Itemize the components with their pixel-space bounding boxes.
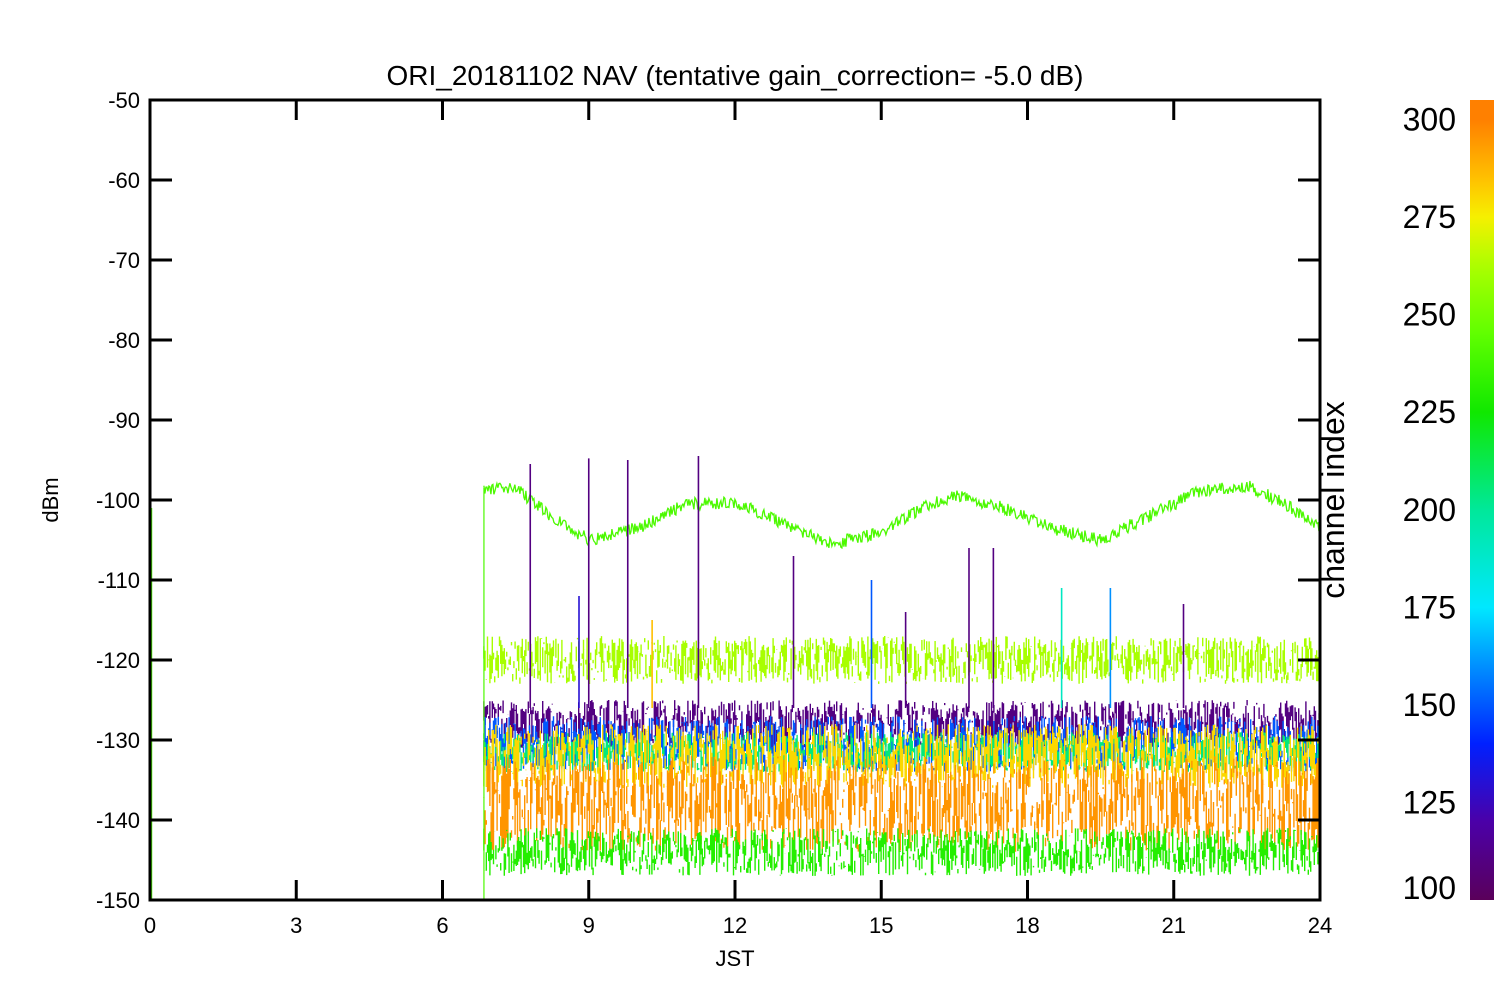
y-tick-label: -90 bbox=[108, 408, 140, 433]
y-tick-label: -100 bbox=[96, 488, 140, 513]
colorbar-tick-label: 200 bbox=[1403, 492, 1456, 528]
y-tick-label: -50 bbox=[108, 88, 140, 113]
x-tick-label: 15 bbox=[869, 913, 893, 938]
x-axis-label: JST bbox=[715, 946, 754, 971]
series-channel-240 bbox=[483, 480, 1321, 550]
axis-ticks: 0 3 6 9 12 15 18 21 24 -50 -60 -70 -80 -90 -100 -110 -12… bbox=[96, 88, 1332, 938]
y-tick-label: -110 bbox=[98, 568, 140, 593]
plot-area: 0 3 6 9 12 15 18 21 24 -50 -60 -70 -80 -90 -100 -110 -12… bbox=[96, 88, 1332, 938]
x-tick-label: 0 bbox=[144, 913, 156, 938]
colorbar-label: channel index bbox=[1315, 401, 1351, 598]
x-tick-label: 9 bbox=[583, 913, 595, 938]
x-tick-label: 3 bbox=[290, 913, 302, 938]
x-tick-label: 6 bbox=[436, 913, 448, 938]
colorbar: 300 275 250 225 200 175 150 125 100 channel inde… bbox=[1315, 100, 1494, 906]
data-layer bbox=[150, 456, 1321, 900]
colorbar-tick-label: 275 bbox=[1403, 199, 1456, 235]
colorbar-tick-label: 250 bbox=[1403, 297, 1456, 333]
y-tick-label: -140 bbox=[96, 808, 140, 833]
colorbar-gradient bbox=[1470, 100, 1494, 900]
x-tick-label: 21 bbox=[1162, 913, 1186, 938]
colorbar-ticks: 300 275 250 225 200 175 150 125 100 bbox=[1403, 102, 1456, 906]
y-tick-label: -60 bbox=[108, 168, 140, 193]
y-tick-label: -120 bbox=[96, 648, 140, 673]
y-tick-label: -130 bbox=[96, 728, 140, 753]
colorbar-tick-label: 100 bbox=[1403, 870, 1456, 906]
y-tick-label: -80 bbox=[108, 328, 140, 353]
chart-title: ORI_20181102 NAV (tentative gain_correct… bbox=[386, 60, 1083, 91]
series-channel-262 bbox=[483, 636, 1320, 684]
x-tick-label: 18 bbox=[1015, 913, 1039, 938]
colorbar-tick-label: 125 bbox=[1403, 784, 1456, 820]
colorbar-tick-label: 300 bbox=[1403, 102, 1456, 138]
colorbar-tick-label: 175 bbox=[1403, 589, 1456, 625]
y-tick-label: -70 bbox=[108, 248, 140, 273]
x-tick-label: 24 bbox=[1308, 913, 1332, 938]
colorbar-tick-label: 150 bbox=[1403, 687, 1456, 723]
x-tick-label: 12 bbox=[723, 913, 747, 938]
y-axis-label: dBm bbox=[38, 477, 63, 522]
colorbar-tick-label: 225 bbox=[1403, 394, 1456, 430]
y-tick-label: -150 bbox=[96, 888, 140, 913]
